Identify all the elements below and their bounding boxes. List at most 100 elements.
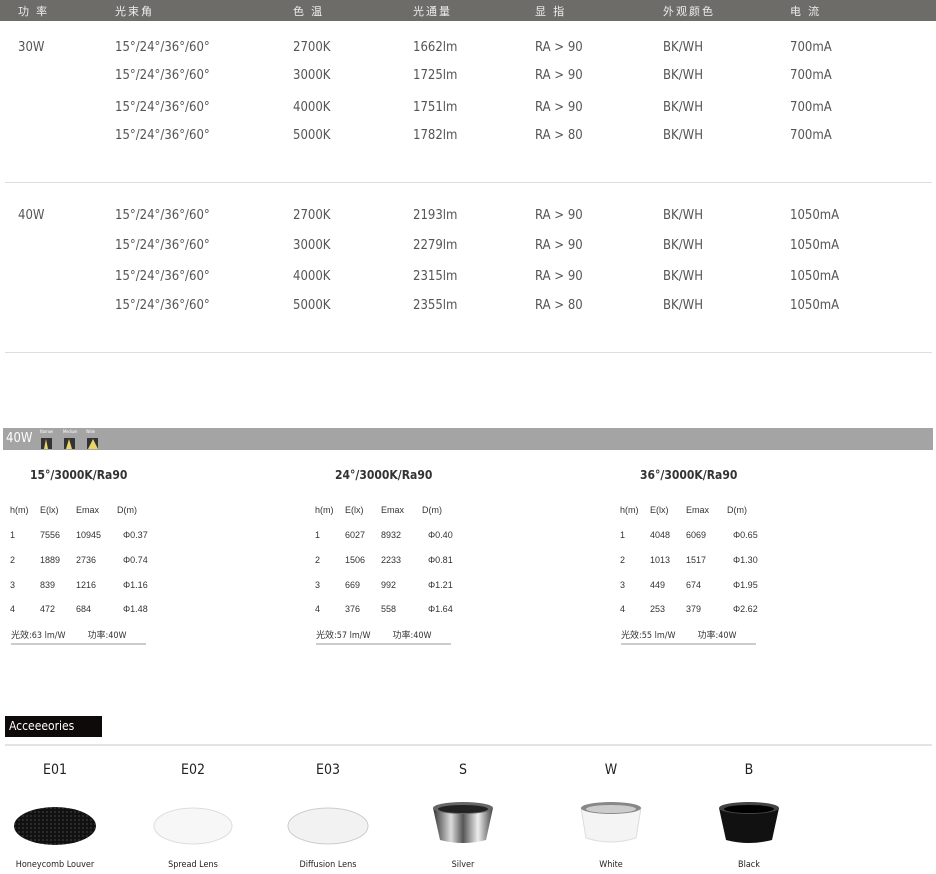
accessory-name: Black [738,860,760,870]
photometric-footer: 光效:63 lm/W 功率:40W [11,628,146,645]
photometric-bar: 40W Narrow Medium Wide [3,428,933,450]
photometric-cell: Φ2.62 [733,604,758,614]
photometric-cell: 1 [620,530,626,540]
column-header: h(m) [620,505,639,515]
photometric-cell: 1 [10,530,16,540]
photometric-cell: 4 [10,604,16,614]
photometric-cell: 7556 [40,530,61,540]
beam-label: Medium [63,429,78,434]
efficacy: 光效:57 lm/W [316,631,371,641]
photometric-cell: 376 [345,604,361,614]
spec-cell: 2700K [293,208,331,223]
column-header: E(lx) [40,505,59,515]
photometric-cell: 2233 [381,555,402,565]
silver-reflector-image [428,800,498,850]
beam-narrow-icon [41,438,52,449]
column-header: h(m) [315,505,334,515]
spec-cell: 2355lm [413,298,458,313]
spec-cell: BK/WH [663,68,703,83]
divider [5,352,932,353]
spec-cell: 700mA [790,40,832,55]
accessory-name: Spread Lens [168,860,218,870]
photometric-cell: Φ0.65 [733,530,758,540]
spec-cell: BK/WH [663,269,703,284]
photometric-footer: 光效:55 lm/W 功率:40W [621,628,756,645]
spec-cell: BK/WH [663,298,703,313]
photometric-title: 24°/3000K/Ra90 [335,468,433,482]
accessory-code: E02 [181,762,205,778]
spec-cell: 4000K [293,100,331,115]
photometric-cell: Φ1.21 [428,580,453,590]
honeycomb-louver-image [13,806,97,850]
header-cell: 电 流 [790,5,822,18]
photometric-cell: Φ0.74 [123,555,148,565]
photometric-cell: 379 [686,604,702,614]
spec-cell: 1782lm [413,128,458,143]
column-header: E(lx) [650,505,669,515]
spec-cell: BK/WH [663,128,703,143]
beam-wide-icon [87,438,98,449]
photometric-title: 15°/3000K/Ra90 [30,468,128,482]
power: 功率:40W [392,631,432,641]
spec-cell: BK/WH [663,100,703,115]
header-cell: 光通量 [413,5,452,18]
beam-label: Narrow [40,429,53,434]
photometric-cell: 3 [315,580,321,590]
column-header: Emax [76,505,100,515]
white-reflector-image [576,800,646,850]
spec-cell: 2279lm [413,238,458,253]
spec-cell: 1050mA [790,238,840,253]
column-header: D(m) [117,505,137,515]
photometric-cell: 2 [315,555,321,565]
accessory-code: E03 [316,762,340,778]
spec-cell: RA > 90 [535,100,583,115]
photometric-cell: Φ0.37 [123,530,148,540]
photometric-cell: 1506 [345,555,366,565]
efficacy: 光效:55 lm/W [621,631,676,641]
photometric-cell: Φ1.95 [733,580,758,590]
spec-cell: RA > 80 [535,298,583,313]
spec-cell: 3000K [293,68,331,83]
photometric-cell: Φ0.40 [428,530,453,540]
header-cell: 外观颜色 [663,5,715,18]
photometric-cell: 684 [76,604,92,614]
power-label: 40W [18,208,45,223]
photometric-cell: 992 [381,580,397,590]
photometric-cell: 1 [315,530,321,540]
photometric-cell: 4 [315,604,321,614]
spec-cell: 15°/24°/36°/60° [115,128,210,143]
photometric-cell: 1216 [76,580,97,590]
spec-cell: 15°/24°/36°/60° [115,238,210,253]
photometric-cell: 839 [40,580,56,590]
black-reflector-image [714,800,784,850]
photometric-cell: 253 [650,604,666,614]
photometric-cell: Φ0.81 [428,555,453,565]
photometric-cell: 6027 [345,530,366,540]
spec-cell: 5000K [293,298,331,313]
photometric-cell: 4048 [650,530,671,540]
header-cell: 光束角 [115,5,154,18]
spec-cell: 15°/24°/36°/60° [115,298,210,313]
spec-cell: 2700K [293,40,331,55]
spec-cell: 1725lm [413,68,458,83]
photometric-cell: 4 [620,604,626,614]
photometric-footer: 光效:57 lm/W 功率:40W [316,628,451,645]
spec-cell: BK/WH [663,40,703,55]
spec-cell: 15°/24°/36°/60° [115,68,210,83]
accessory-code: E01 [43,762,67,778]
spread-lens-image [153,806,233,850]
beam-medium-icon [64,438,75,449]
photometric-cell: 1517 [686,555,707,565]
spec-table-header: 功 率 光束角 色 温 光通量 显 指 外观颜色 电 流 [0,0,936,21]
divider [5,744,932,746]
photometric-cell: Φ1.48 [123,604,148,614]
photometric-cell: 2 [10,555,16,565]
header-cell: 色 温 [293,5,325,18]
column-header: Emax [686,505,710,515]
photometric-title: 36°/3000K/Ra90 [640,468,738,482]
photometric-cell: Φ1.64 [428,604,453,614]
spec-cell: RA > 90 [535,68,583,83]
spec-cell: RA > 90 [535,269,583,284]
diffusion-lens-image [287,806,369,850]
photometric-cell: 6069 [686,530,707,540]
